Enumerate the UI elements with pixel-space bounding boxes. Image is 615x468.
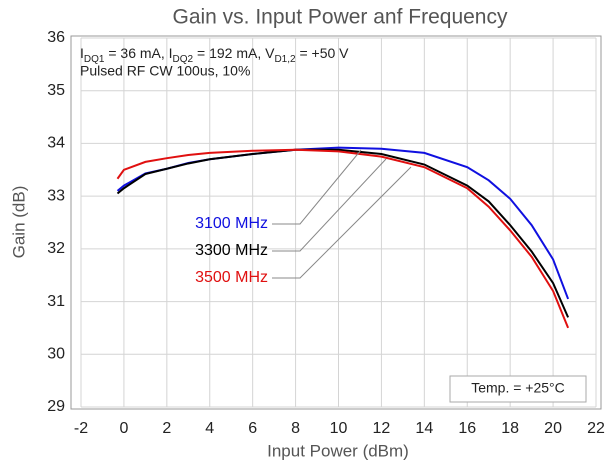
leader-line	[272, 166, 412, 279]
x-tick-label: 2	[162, 420, 171, 437]
chart-title: Gain vs. Input Power anf Frequency	[172, 6, 508, 29]
condition-part: = +50 V	[296, 45, 350, 61]
condition-part: DQ2	[173, 54, 194, 65]
y-tick-label: 32	[47, 240, 65, 257]
y-tick-label: 31	[47, 293, 65, 310]
leader-line	[272, 158, 387, 252]
condition-part: I	[80, 45, 84, 61]
x-tick-label: 10	[330, 420, 348, 437]
x-tick-label: 14	[415, 420, 433, 437]
y-tick-label: 35	[47, 82, 65, 99]
x-tick-label: 20	[544, 420, 562, 437]
y-tick-label: 30	[47, 346, 65, 363]
legend-label: 3300 MHz	[195, 242, 268, 259]
legend-label: 3100 MHz	[195, 215, 268, 232]
y-axis-label: Gain (dB)	[9, 186, 28, 259]
series-line	[116, 148, 570, 318]
condition-text: IDQ1 = 36 mA, IDQ2 = 192 mA, VD1,2 = +50…	[80, 45, 349, 65]
x-tick-label: 4	[205, 420, 214, 437]
x-tick-label: 16	[458, 420, 476, 437]
series-line	[116, 146, 570, 300]
x-tick-label: 0	[119, 420, 128, 437]
y-tick-label: 33	[47, 187, 65, 204]
condition-part: = 36 mA, I	[104, 45, 172, 61]
leader-line	[272, 149, 362, 225]
x-tick-label: 8	[291, 420, 300, 437]
series-line	[116, 148, 570, 329]
condition-part: = 192 mA, V	[193, 45, 275, 61]
y-tick-label: 36	[47, 29, 65, 46]
x-tick-label: -2	[74, 420, 88, 437]
condition-part: DQ1	[84, 54, 105, 65]
y-tick-label: 29	[47, 398, 65, 415]
y-tick-label: 34	[47, 135, 65, 152]
condition-part: D1,2	[274, 54, 296, 65]
x-tick-label: 12	[373, 420, 391, 437]
temperature-note: Temp. = +25°C	[471, 380, 565, 396]
x-tick-label: 18	[501, 420, 519, 437]
plot-frame	[70, 35, 602, 410]
x-tick-label: 6	[248, 420, 257, 437]
legend-label: 3500 MHz	[195, 269, 268, 286]
x-tick-label: 22	[587, 420, 605, 437]
x-axis-label: Input Power (dBm)	[267, 441, 409, 460]
note-box	[449, 375, 587, 403]
condition-text: Pulsed RF CW 100us, 10%	[80, 63, 250, 79]
